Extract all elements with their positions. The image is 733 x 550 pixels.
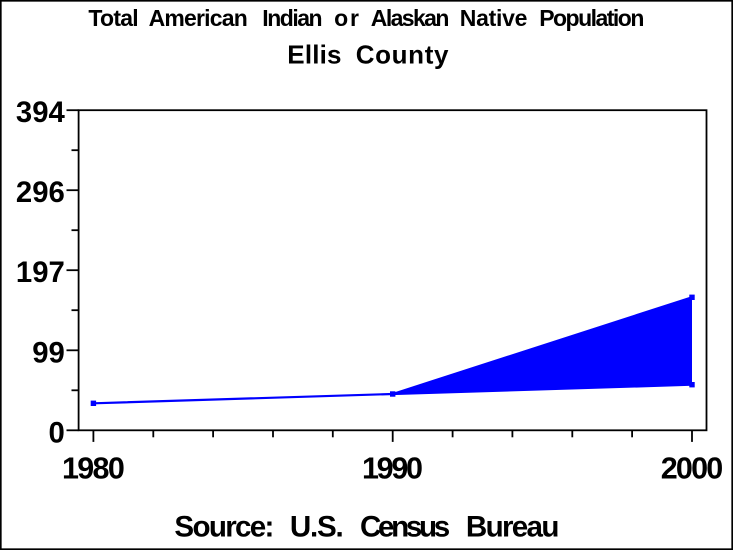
svg-text:Alaskan: Alaskan	[371, 5, 450, 31]
svg-text:Native: Native	[460, 5, 528, 31]
svg-text:Census: Census	[360, 510, 450, 543]
svg-text:U.S.: U.S.	[290, 510, 344, 543]
svg-text:1980: 1980	[62, 452, 125, 486]
svg-text:Source:: Source:	[174, 510, 274, 543]
svg-text:County: County	[356, 40, 449, 70]
svg-text:197: 197	[16, 256, 65, 289]
svg-text:Indian: Indian	[262, 5, 322, 31]
svg-text:or: or	[334, 5, 359, 31]
svg-text:Ellis: Ellis	[287, 40, 341, 70]
svg-text:Total: Total	[88, 5, 138, 31]
svg-text:0: 0	[49, 416, 65, 449]
svg-text:2000: 2000	[661, 452, 724, 486]
svg-text:99: 99	[32, 336, 65, 369]
svg-text:Bureau: Bureau	[466, 510, 560, 543]
svg-text:Population: Population	[539, 5, 644, 31]
svg-text:1990: 1990	[362, 452, 423, 486]
svg-text:394: 394	[16, 96, 66, 129]
svg-text:American: American	[149, 5, 248, 31]
svg-text:296: 296	[16, 176, 65, 209]
